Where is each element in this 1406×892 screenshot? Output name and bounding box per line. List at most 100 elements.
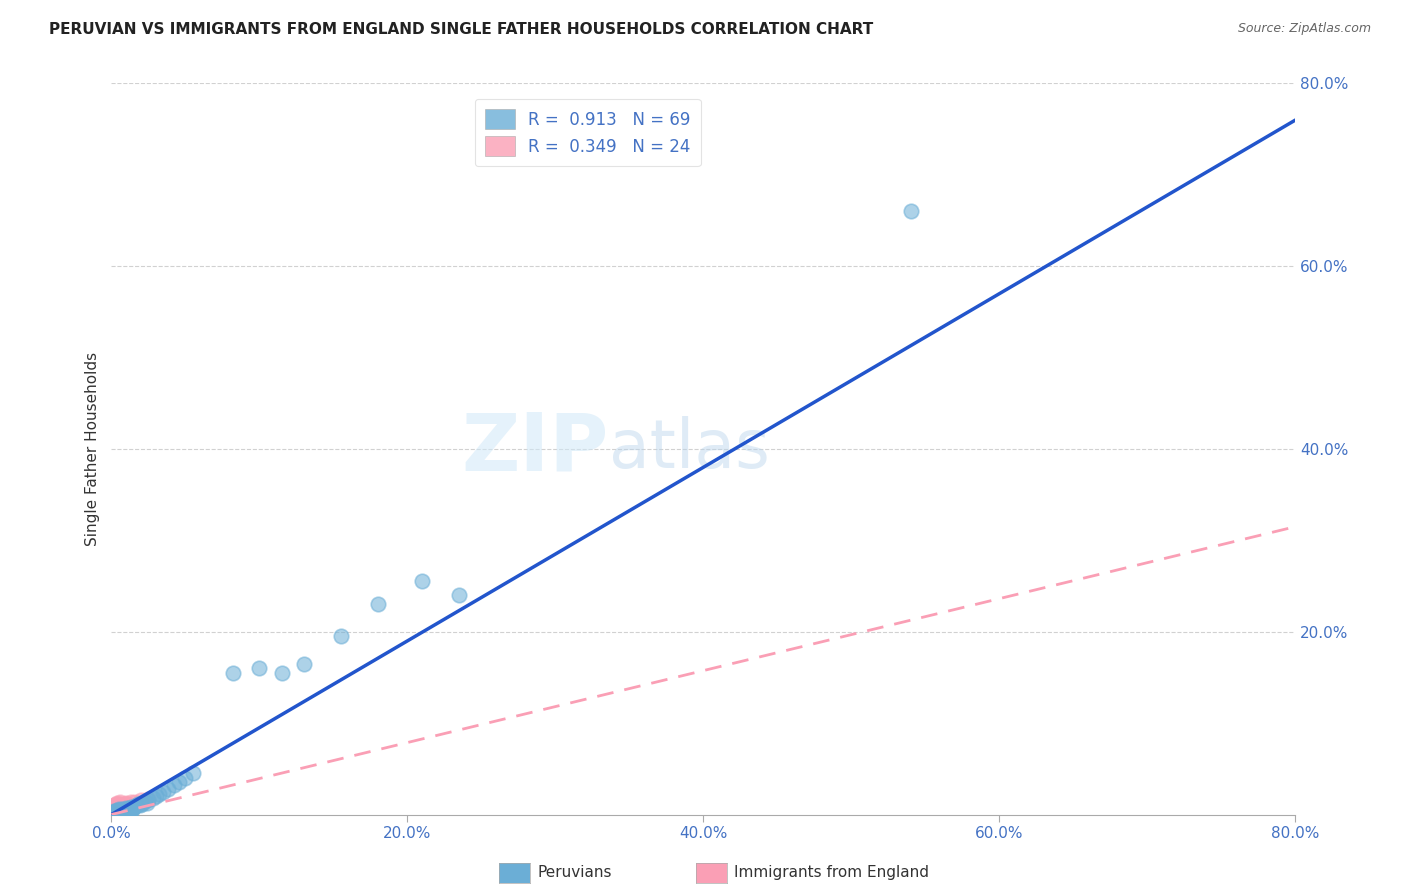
Point [110,803,132,817]
Point [104,797,127,811]
Point [124,799,146,814]
Point [103,798,125,813]
Point [108,804,131,818]
Legend: R =  0.913   N = 69, R =  0.349   N = 24: R = 0.913 N = 69, R = 0.349 N = 24 [475,99,700,167]
Point [114,797,136,812]
Point [112,803,135,817]
Point [120,800,142,814]
Point [120,804,142,818]
Point [110,805,132,820]
Point [108,797,131,812]
Point [111,804,134,818]
Y-axis label: Single Father Households: Single Father Households [86,352,100,546]
Point [121,801,143,815]
Point [103,806,125,821]
Point [108,805,131,820]
Point [103,805,125,819]
Point [110,795,132,809]
Point [105,805,128,820]
Point [104,804,127,818]
Point [103,805,125,819]
Point [111,802,134,816]
Point [105,806,128,821]
Point [112,805,135,819]
Point [101,806,124,821]
Point [115,805,138,819]
Point [108,805,131,819]
Point [120,795,142,809]
Point [112,798,135,813]
Point [134,794,156,808]
Text: atlas: atlas [609,416,769,482]
Point [138,792,160,806]
Point [104,805,127,819]
Point [145,789,167,804]
Point [105,805,128,819]
Text: ZIP: ZIP [461,410,609,488]
Point [121,803,143,817]
Point [101,805,124,819]
Point [138,793,160,807]
Point [103,805,125,820]
Point [292,657,315,671]
Point [114,805,136,820]
Text: Source: ZipAtlas.com: Source: ZipAtlas.com [1237,22,1371,36]
Point [108,802,131,816]
Point [249,661,271,675]
Point [411,574,433,589]
Point [169,774,191,789]
Point [131,797,153,811]
Point [117,802,139,816]
Point [125,798,148,813]
Point [101,800,124,814]
Point [105,803,128,817]
Point [103,802,125,816]
Point [101,805,124,820]
Point [156,781,179,796]
Point [115,801,138,815]
Point [117,804,139,818]
Point [136,796,159,810]
Point [152,785,174,799]
Point [110,799,132,814]
Point [104,799,127,814]
Point [105,796,128,810]
Point [114,802,136,816]
Point [115,803,138,817]
Point [128,798,150,813]
Point [174,771,197,785]
Point [115,796,138,810]
Point [181,766,204,780]
Point [129,796,152,810]
Point [104,805,127,820]
Point [270,665,292,680]
Point [367,598,389,612]
Point [118,803,141,817]
Point [114,804,136,818]
Point [162,778,184,792]
Point [104,803,127,817]
Text: PERUVIAN VS IMMIGRANTS FROM ENGLAND SINGLE FATHER HOUSEHOLDS CORRELATION CHART: PERUVIAN VS IMMIGRANTS FROM ENGLAND SING… [49,22,873,37]
Point [142,791,165,805]
Point [329,629,352,643]
Point [129,793,152,807]
Point [222,665,245,680]
Point [127,797,149,812]
Point [122,800,145,814]
Point [148,788,170,802]
Point [105,800,128,814]
Point [900,204,922,219]
Point [111,805,134,819]
Point [108,801,131,815]
Point [103,804,125,818]
Point [117,797,139,811]
Point [101,805,124,819]
Point [118,801,141,815]
Point [449,588,471,602]
Point [124,795,146,809]
Text: Immigrants from England: Immigrants from England [734,865,929,880]
Point [110,805,132,819]
Point [111,805,134,820]
Point [111,797,134,811]
Point [111,800,134,814]
